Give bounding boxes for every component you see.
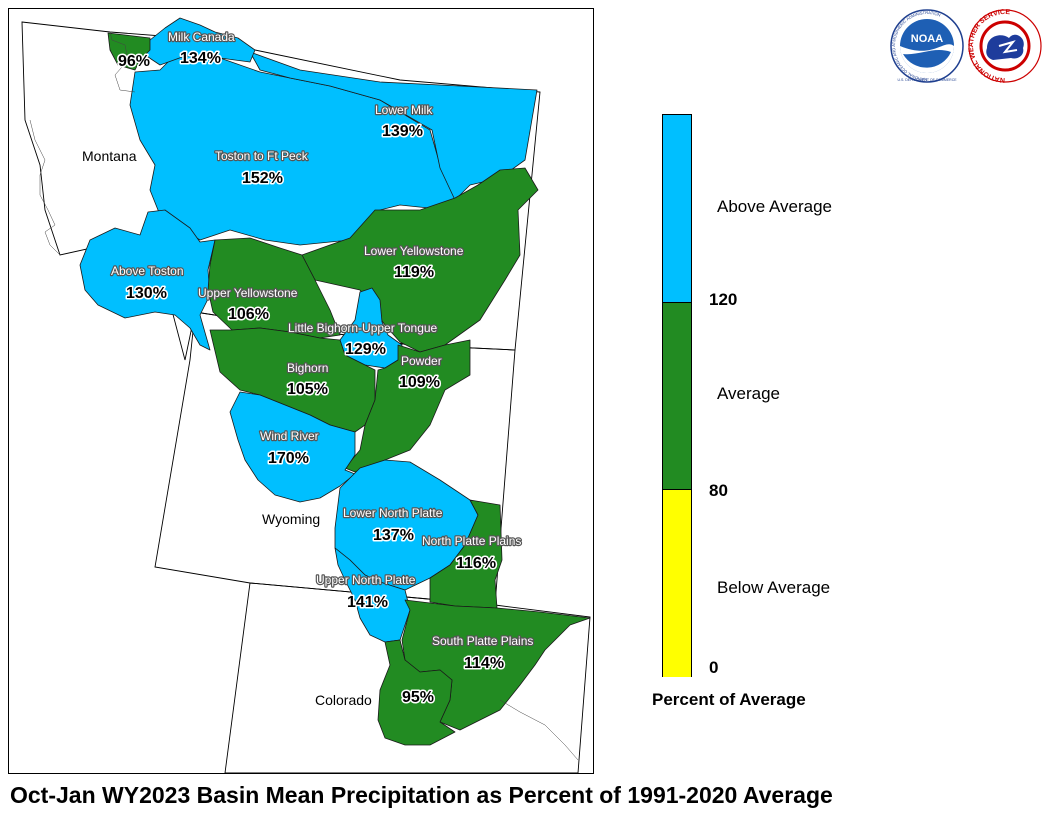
noaa-bottom-text: U.S. DEPARTMENT OF COMMERCE <box>897 78 957 82</box>
basin-name: Milk Canada <box>168 30 235 44</box>
basin-south-platte-95 <box>377 639 456 746</box>
basin-name: Lower Milk <box>375 103 433 117</box>
state-label-colorado: Colorado <box>315 692 372 708</box>
legend-tick-120: 120 <box>709 290 738 309</box>
basin-value: 114% <box>464 655 504 672</box>
legend-tick-80: 80 <box>709 481 728 500</box>
basin-name: North Platte Plains <box>422 534 521 548</box>
map-caption: Oct-Jan WY2023 Basin Mean Precipitation … <box>10 782 833 808</box>
basin-value: 134% <box>180 50 221 67</box>
legend-title: Percent of Average <box>652 690 806 709</box>
basin-value: 116% <box>456 555 496 572</box>
noaa-logo-label: NOAA <box>911 33 943 45</box>
basin-above-toston <box>79 209 216 351</box>
basin-name: Lower North Platte <box>343 506 443 520</box>
basin-value: 139% <box>382 123 423 140</box>
basin-lower-milk <box>249 51 538 201</box>
basin-value: 129% <box>345 341 386 358</box>
state-label-montana: Montana <box>82 148 137 164</box>
agency-logos: NOAA NATIONAL OCEANIC AND ATMOSPHERIC AD… <box>889 8 1044 93</box>
nws-logo: NATIONAL WEATHER SERVICE <box>968 9 1042 83</box>
basin-name: Above Toston <box>111 264 184 278</box>
basin-value: 105% <box>287 381 328 398</box>
basin-value: 109% <box>399 374 440 391</box>
state-label-wyoming: Wyoming <box>262 511 320 527</box>
basin-name: Upper Yellowstone <box>198 286 298 300</box>
basin-toston-ft-peck <box>129 54 461 246</box>
legend-segment-above <box>663 115 691 302</box>
basin-map: Montana Wyoming Colorado Milk Canada 134… <box>21 17 591 774</box>
basin-north-platte-plains <box>429 499 503 609</box>
basin-name: Toston to Ft Peck <box>215 149 309 163</box>
legend-label-above: Above Average <box>717 197 832 216</box>
legend-label-average: Average <box>717 384 781 403</box>
basins <box>79 17 591 746</box>
basin-value: 130% <box>126 285 167 302</box>
basin-value: 106% <box>228 306 269 323</box>
noaa-logo: NOAA NATIONAL OCEANIC AND ATMOSPHERIC AD… <box>890 9 964 83</box>
basin-value: 137% <box>373 527 414 544</box>
basin-name: Lower Yellowstone <box>364 244 464 258</box>
basin-name: Bighorn <box>287 361 328 375</box>
county-lines <box>29 31 579 761</box>
basin-name: Upper North Platte <box>316 573 416 587</box>
basin-value: 95% <box>402 689 434 706</box>
basin-name: Powder <box>401 354 442 368</box>
legend-label-below: Below Average <box>717 578 831 597</box>
legend-color-bar <box>662 114 692 677</box>
legend-tick-0: 0 <box>709 658 719 677</box>
legend-segment-average <box>663 302 691 490</box>
basin-value: 119% <box>394 264 434 281</box>
legend-segment-below <box>663 489 691 677</box>
basin-value: 141% <box>347 594 388 611</box>
basin-value: 170% <box>268 450 309 467</box>
logo-svg: NOAA NATIONAL OCEANIC AND ATMOSPHERIC AD… <box>890 9 1042 83</box>
basin-value: 96% <box>118 53 150 70</box>
basin-name: Wind River <box>260 429 319 443</box>
basin-value: 152% <box>242 170 283 187</box>
basin-name: South Platte Plains <box>432 634 533 648</box>
basin-milk-canada <box>144 17 256 66</box>
basin-name: Little Bighorn-Upper Tongue <box>288 321 438 335</box>
